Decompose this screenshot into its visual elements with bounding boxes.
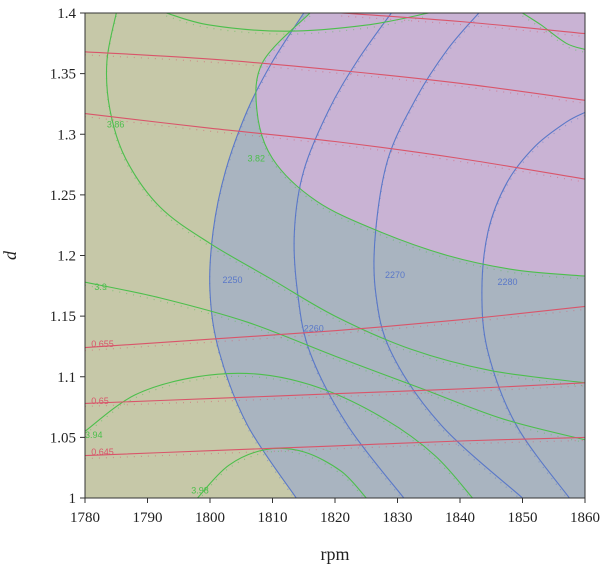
contour-red-level-3	[85, 113, 585, 180]
contour-red-dots-5	[341, 15, 585, 38]
contour-red-0.65	[85, 382, 585, 404]
x-tick-label-1820: 1820	[320, 510, 350, 526]
contour-green-3.82	[255, 13, 585, 277]
contour-label-2270: 2270	[385, 270, 405, 280]
contour-label-2280: 2280	[498, 277, 518, 287]
contour-green-dots-0	[105, 15, 585, 387]
contour-label-2250: 2250	[223, 275, 243, 285]
contour-green-3.86	[105, 13, 585, 384]
contour-green-dots-4	[199, 450, 365, 498]
y-tick-label-1: 1	[69, 491, 77, 507]
contour-red-dots-3	[85, 116, 585, 183]
x-tick-label-1810: 1810	[258, 510, 288, 526]
region-feasible	[255, 13, 585, 277]
contour-red-0.655	[85, 305, 585, 349]
contour-label-3.86: 3.86	[107, 120, 125, 130]
x-tick-label-1780: 1780	[70, 510, 100, 526]
y-tick-label-1.1: 1.1	[57, 370, 76, 386]
y-tick-label-1.35: 1.35	[50, 67, 76, 83]
regions-layer	[209, 13, 585, 498]
contour-label-3.98: 3.98	[191, 486, 209, 496]
y-tick-label-1.25: 1.25	[50, 188, 76, 204]
contour-green-level-6	[522, 13, 585, 50]
contour-green-3.94	[85, 372, 473, 498]
y-tick-label-1.15: 1.15	[50, 309, 76, 325]
x-tick-label-1800: 1800	[195, 510, 225, 526]
x-tick-label-1850: 1850	[508, 510, 538, 526]
contour-label-3.82: 3.82	[248, 154, 266, 164]
contour-green-3.9	[85, 281, 585, 441]
y-axis-title: d	[0, 250, 20, 260]
x-tick-label-1830: 1830	[383, 510, 413, 526]
contour-blue-dots-0	[209, 15, 305, 498]
x-tick-label-1790: 1790	[133, 510, 163, 526]
contour-label-0.645: 0.645	[91, 447, 114, 457]
x-tick-label-1840: 1840	[445, 510, 475, 526]
y-axis: 1 1.05 1.1 1.15 1.2 1.25 1.3 1.35 1.4	[50, 6, 85, 507]
y-tick-label-1.2: 1.2	[57, 249, 76, 265]
contour-label-3.94: 3.94	[85, 430, 103, 440]
contour-label-0.65: 0.65	[91, 396, 109, 406]
x-tick-label-1860: 1860	[570, 510, 600, 526]
contour-blue-2270	[373, 13, 523, 498]
contours-layer	[85, 13, 585, 498]
x-axis: 1780 1790 1800 1810 1820 1830 1840 1850 1860	[70, 498, 600, 526]
contour-green-level-5	[166, 13, 429, 32]
contour-label-3.9: 3.9	[94, 282, 107, 292]
y-tick-label-1.3: 1.3	[57, 127, 76, 143]
y-tick-label-1.05: 1.05	[50, 430, 76, 446]
contour-red-level-4	[85, 51, 585, 101]
contour-label-2260: 2260	[304, 323, 324, 333]
y-tick-label-1.4: 1.4	[57, 6, 76, 22]
contour-label-0.655: 0.655	[91, 339, 114, 349]
contour-blue-2250	[209, 13, 305, 498]
contour-labels-layer: 2250 2260 2270 2280 3.86 3.82 3.9 3.94 3.98 0.645…	[85, 120, 518, 496]
contour-blue-2260	[293, 13, 405, 498]
contour-green-dots-2	[85, 284, 585, 444]
x-axis-title: rpm	[321, 544, 350, 564]
contour-red-level-5	[341, 13, 585, 35]
contour-red-0.645	[85, 436, 585, 457]
contour-green-3.98	[197, 447, 367, 498]
contour-blue-2280	[481, 111, 585, 498]
contour-green-dots-3	[85, 375, 471, 498]
